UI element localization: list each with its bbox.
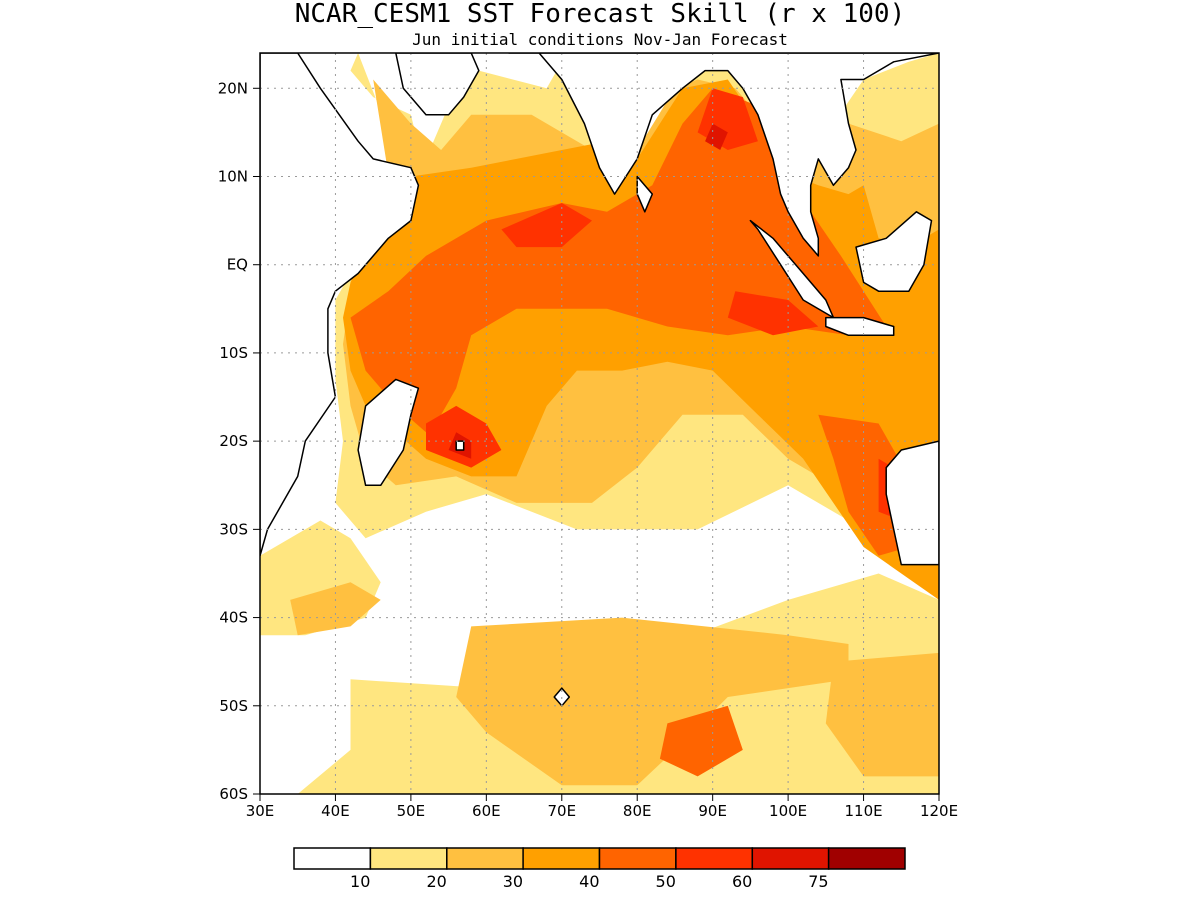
map-panel: 30E 40E 50E 60E 70E 80E 90E 100E 110E 120E 20N 10N E… — [218, 52, 958, 820]
skill-region-10 — [659, 705, 743, 777]
colorbar-swatch-7 — [827, 847, 906, 870]
skill-region-12 — [501, 203, 592, 248]
y-tick-label: 10N — [218, 168, 248, 186]
landmass-1 — [357, 378, 420, 487]
landmass-6 — [825, 316, 895, 337]
gridline-layer — [260, 53, 939, 794]
y-tick-label: EQ — [227, 256, 248, 274]
skill-region-9 — [818, 414, 909, 556]
colorbar-label: 60 — [732, 872, 752, 891]
skill-region-5 — [825, 652, 939, 777]
landmass-10 — [553, 687, 571, 707]
landmass-9 — [455, 440, 465, 451]
landmass-7 — [855, 211, 933, 292]
y-tick-label: 20S — [219, 432, 248, 450]
skill-region-8 — [350, 88, 887, 433]
colorbar-swatch-1 — [369, 847, 448, 870]
y-tick-label: 10S — [219, 344, 248, 362]
skill-region-3 — [290, 582, 381, 636]
x-tick-label: 100E — [769, 802, 807, 820]
landmass-0 — [260, 53, 420, 557]
colorbar-label: 30 — [503, 872, 523, 891]
skill-region-17 — [705, 123, 728, 150]
coastline-layer — [260, 53, 939, 707]
chart-subtitle: Jun initial conditions Nov-Jan Forecast — [412, 30, 788, 49]
y-tick-label: 50S — [219, 697, 248, 715]
x-tick-label: 60E — [472, 802, 501, 820]
colorbar-swatch-2 — [446, 847, 524, 870]
skill-region-4 — [456, 617, 849, 786]
colorbar-label: 40 — [579, 872, 599, 891]
landmass-4 — [636, 175, 654, 213]
colorbar: 10 20 30 40 50 60 75 — [293, 847, 906, 891]
x-tick-label: 110E — [845, 802, 883, 820]
colorbar-label: 50 — [656, 872, 676, 891]
colorbar-label: 20 — [426, 872, 446, 891]
colorbar-swatch-5 — [675, 847, 754, 870]
x-tick-label: 120E — [920, 802, 958, 820]
colorbar-swatch-6 — [751, 847, 830, 870]
x-tick-label: 70E — [547, 802, 576, 820]
y-tick-label: 20N — [218, 79, 248, 97]
x-tick-label: 30E — [246, 802, 275, 820]
chart-title: NCAR_CESM1 SST Forecast Skill (r x 100) — [295, 0, 905, 29]
colorbar-label: 75 — [808, 872, 828, 891]
x-tick-label: 90E — [698, 802, 727, 820]
landmass-2 — [395, 53, 480, 116]
colorbar-swatch-3 — [522, 847, 601, 870]
landmass-8 — [885, 440, 939, 566]
axis-tick-layer: 30E 40E 50E 60E 70E 80E 90E 100E 110E 120E 20N 10N E… — [218, 79, 958, 820]
y-tick-label: 40S — [219, 609, 248, 627]
y-tick-label: 60S — [219, 785, 248, 803]
map-frame — [259, 52, 940, 795]
y-tick-label: 30S — [219, 520, 248, 538]
x-tick-label: 50E — [397, 802, 426, 820]
colorbar-label: 10 — [350, 872, 370, 891]
x-tick-label: 80E — [623, 802, 652, 820]
skill-region-14 — [727, 291, 819, 336]
landmass-3 — [508, 53, 939, 257]
x-tick-label: 40E — [321, 802, 350, 820]
colorbar-swatch-0 — [293, 847, 372, 870]
colorbar-swatch-4 — [598, 847, 677, 870]
